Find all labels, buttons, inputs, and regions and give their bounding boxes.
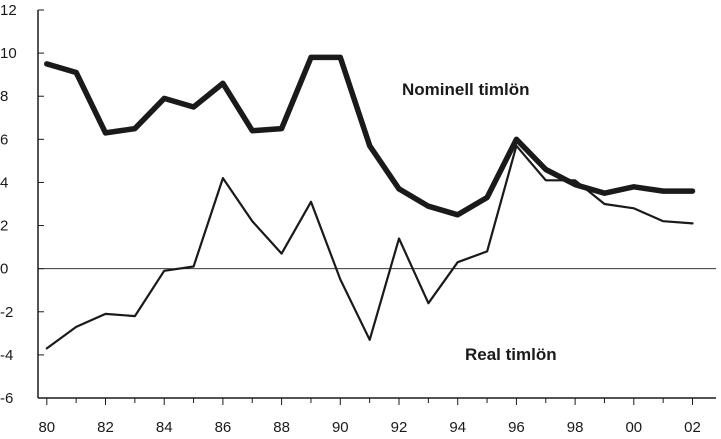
y-tick-label: 6 bbox=[0, 131, 8, 148]
y-tick-label: 4 bbox=[0, 174, 8, 191]
axes bbox=[37, 10, 716, 399]
x-tick-label: 96 bbox=[508, 419, 525, 436]
series-line-real-timlon bbox=[45, 144, 694, 350]
y-tick-label: 12 bbox=[0, 2, 17, 19]
y-tick-label: -4 bbox=[0, 347, 13, 364]
x-tick-label: 86 bbox=[215, 419, 232, 436]
series-label-nominell-timlon: Nominell timlön bbox=[402, 80, 530, 99]
x-tick-label: 94 bbox=[449, 419, 466, 436]
series-label-real-timlon: Real timlön bbox=[465, 345, 557, 364]
x-tick-label: 92 bbox=[391, 419, 408, 436]
x-tick-label: 90 bbox=[332, 419, 349, 436]
x-tick-label: 98 bbox=[567, 419, 584, 436]
x-tick-label: 82 bbox=[97, 419, 114, 436]
x-tick-label: 80 bbox=[38, 419, 55, 436]
y-tick-label: -2 bbox=[0, 304, 13, 321]
y-tick-label: 2 bbox=[0, 218, 8, 235]
x-tick-label: 84 bbox=[156, 419, 173, 436]
x-tick-label: 02 bbox=[684, 419, 701, 436]
y-tick-label: 8 bbox=[0, 88, 8, 105]
x-tick-label: 88 bbox=[273, 419, 290, 436]
y-tick-label: 0 bbox=[0, 261, 8, 278]
y-tick-label: 10 bbox=[0, 45, 17, 62]
series-line-nominell-timlon bbox=[44, 54, 696, 218]
y-tick-label: -6 bbox=[0, 390, 13, 407]
x-tick-label: 00 bbox=[625, 419, 642, 436]
series-lines bbox=[44, 54, 696, 350]
